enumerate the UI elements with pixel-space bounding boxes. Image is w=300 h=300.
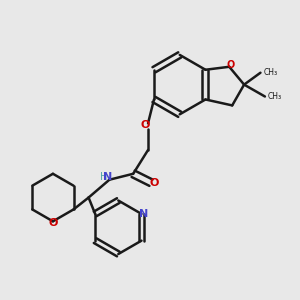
Text: O: O xyxy=(150,178,159,188)
Text: CH₃: CH₃ xyxy=(268,92,282,101)
Text: CH₃: CH₃ xyxy=(263,68,278,77)
Text: O: O xyxy=(226,60,235,70)
Text: N: N xyxy=(139,209,148,219)
Text: H: H xyxy=(100,172,107,182)
Text: N: N xyxy=(103,172,112,182)
Text: O: O xyxy=(140,120,150,130)
Text: O: O xyxy=(48,218,58,228)
